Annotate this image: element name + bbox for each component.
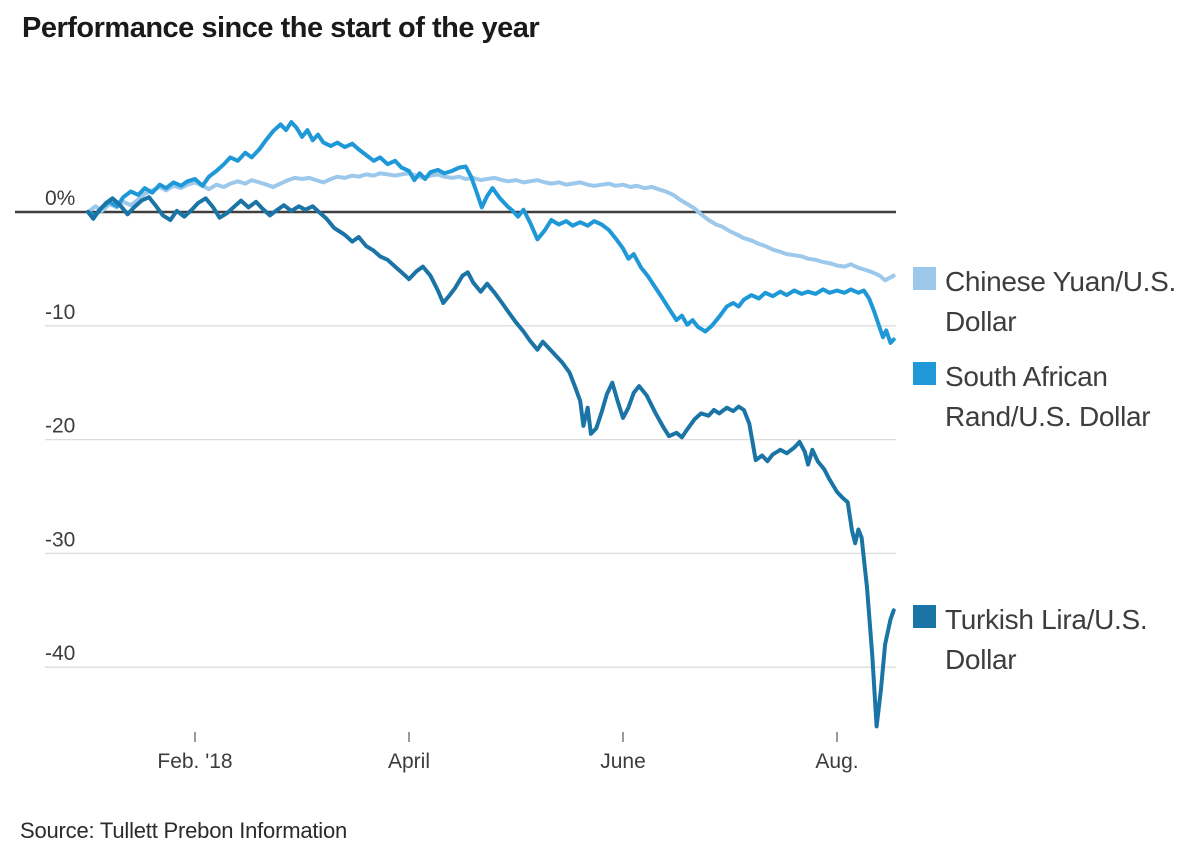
x-axis-label: June (600, 750, 646, 773)
source-attribution: Source: Tullett Prebon Information (20, 818, 348, 843)
series-line-south-african-rand-u-s-dollar (86, 120, 896, 345)
x-axis-label: April (388, 750, 430, 773)
chart-title: Performance since the start of the year (22, 12, 540, 44)
legend-label-south-african-rand: South African Rand/U.S. Dollar (945, 361, 1151, 432)
legend-swatch-turkish-lira (913, 605, 936, 628)
x-axis-label: Feb. '18 (157, 750, 232, 773)
legend-item-turkish-lira: Turkish Lira/U.S. Dollar (913, 600, 1183, 680)
y-axis-label: -30 (45, 528, 75, 551)
y-axis-label: -40 (45, 642, 75, 665)
legend-swatch-south-african-rand (913, 362, 936, 385)
legend-item-south-african-rand: South African Rand/U.S. Dollar (913, 357, 1183, 437)
y-axis-label: -10 (45, 301, 75, 324)
legend-label-chinese-yuan: Chinese Yuan/U.S. Dollar (945, 266, 1176, 337)
x-axis-label: Aug. (815, 750, 858, 773)
y-axis-label: -20 (45, 415, 75, 438)
legend-label-turkish-lira: Turkish Lira/U.S. Dollar (945, 604, 1148, 675)
legend-item-chinese-yuan: Chinese Yuan/U.S. Dollar (913, 262, 1183, 342)
series-line-chinese-yuan-u-s-dollar (86, 171, 896, 283)
legend-swatch-chinese-yuan (913, 267, 936, 290)
series-line-turkish-lira-u-s-dollar (86, 195, 896, 729)
y-axis-label: 0% (45, 187, 75, 210)
